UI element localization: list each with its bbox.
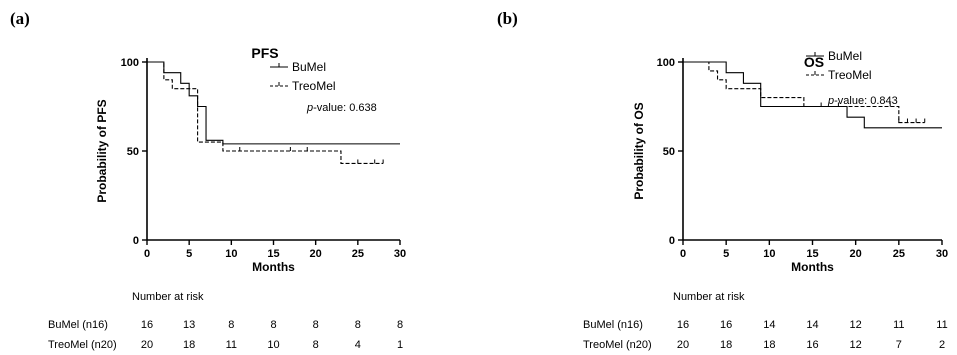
panel-a-pfs: (a) PFS 0 5 10 15 20 25 30 0 50 100 Months Probabilit… [10, 9, 406, 351]
x-tick-label: 10 [763, 248, 775, 260]
risk-value: 8 [313, 339, 319, 351]
risk-value: 8 [313, 319, 319, 331]
risk-value: 18 [763, 339, 775, 351]
x-tick-label: 15 [267, 248, 279, 260]
y-tick-label: 100 [121, 57, 139, 69]
risk-value: 1 [397, 339, 403, 351]
risk-row-label: BuMel (n16) [48, 319, 108, 331]
risk-value: 12 [850, 339, 862, 351]
p-value-text: -value: 0.843 [834, 95, 898, 107]
risk-value: 20 [141, 339, 153, 351]
risk-value: 16 [806, 339, 818, 351]
x-tick-label: 5 [186, 248, 192, 260]
x-tick-label: 25 [352, 248, 364, 260]
risk-value: 8 [228, 319, 234, 331]
risk-value: 14 [806, 319, 818, 331]
legend-label: TreoMel [292, 79, 336, 93]
risk-value: 2 [939, 339, 945, 351]
risk-value: 11 [893, 319, 904, 331]
p-value-symbol: p [827, 95, 834, 107]
legend-label: BuMel [828, 49, 862, 63]
x-axis-title: Months [791, 260, 834, 274]
p-value-text: -value: 0.638 [313, 102, 377, 114]
legend-label: BuMel [292, 60, 326, 74]
risk-table-title: Number at risk [673, 291, 745, 303]
risk-value: 7 [896, 339, 902, 351]
risk-value: 16 [677, 319, 689, 331]
risk-value: 11 [226, 339, 237, 351]
panel-b-os: (b)OS0 5 10 15 20 25 30050100MonthsProbability… [497, 9, 948, 351]
p-value: p-value: 0.638 [306, 102, 377, 114]
x-tick-label: 25 [893, 248, 905, 260]
risk-value: 16 [141, 319, 153, 331]
x-tick-label: 0 [680, 248, 686, 260]
risk-value: 14 [763, 319, 775, 331]
risk-row-label: BuMel (n16) [583, 319, 643, 331]
risk-value: 16 [720, 319, 732, 331]
panel-label: (b) [497, 9, 518, 28]
risk-value: 4 [355, 339, 361, 351]
risk-row-label: TreoMel (n20) [583, 339, 652, 351]
risk-value: 18 [183, 339, 195, 351]
y-axis-title: Probability of OS [632, 102, 646, 199]
x-tick-label: 10 [225, 248, 237, 260]
legend-label: TreoMel [828, 68, 872, 82]
x-tick-label: 30 [936, 248, 948, 260]
risk-value: 8 [355, 319, 361, 331]
y-tick-label: 100 [657, 57, 675, 69]
x-tick-label: 5 [723, 248, 729, 260]
panel-label: (a) [10, 9, 30, 28]
km-curve-treomel [683, 62, 925, 123]
km-curve-bumel [683, 62, 942, 128]
risk-value: 8 [397, 319, 403, 331]
x-tick-label: 20 [850, 248, 862, 260]
y-tick-label: 50 [663, 146, 675, 158]
y-tick-label: 0 [669, 235, 675, 247]
x-tick-label: 15 [806, 248, 818, 260]
p-value: p-value: 0.843 [827, 95, 898, 107]
chart-title: PFS [251, 45, 278, 61]
risk-value: 10 [267, 339, 279, 351]
y-axis-title: Probability of PFS [95, 99, 109, 202]
y-tick-label: 0 [133, 235, 139, 247]
risk-value: 18 [720, 339, 732, 351]
x-axis-title: Months [252, 260, 295, 274]
risk-value: 11 [936, 319, 947, 331]
risk-value: 20 [677, 339, 689, 351]
x-tick-label: 0 [144, 248, 150, 260]
risk-table-title: Number at risk [132, 291, 204, 303]
risk-value: 13 [183, 319, 195, 331]
x-tick-label: 20 [310, 248, 322, 260]
risk-value: 12 [850, 319, 862, 331]
p-value-symbol: p [306, 102, 313, 114]
x-tick-label: 30 [394, 248, 406, 260]
y-tick-label: 50 [127, 146, 139, 158]
risk-value: 8 [270, 319, 276, 331]
risk-row-label: TreoMel (n20) [48, 339, 117, 351]
